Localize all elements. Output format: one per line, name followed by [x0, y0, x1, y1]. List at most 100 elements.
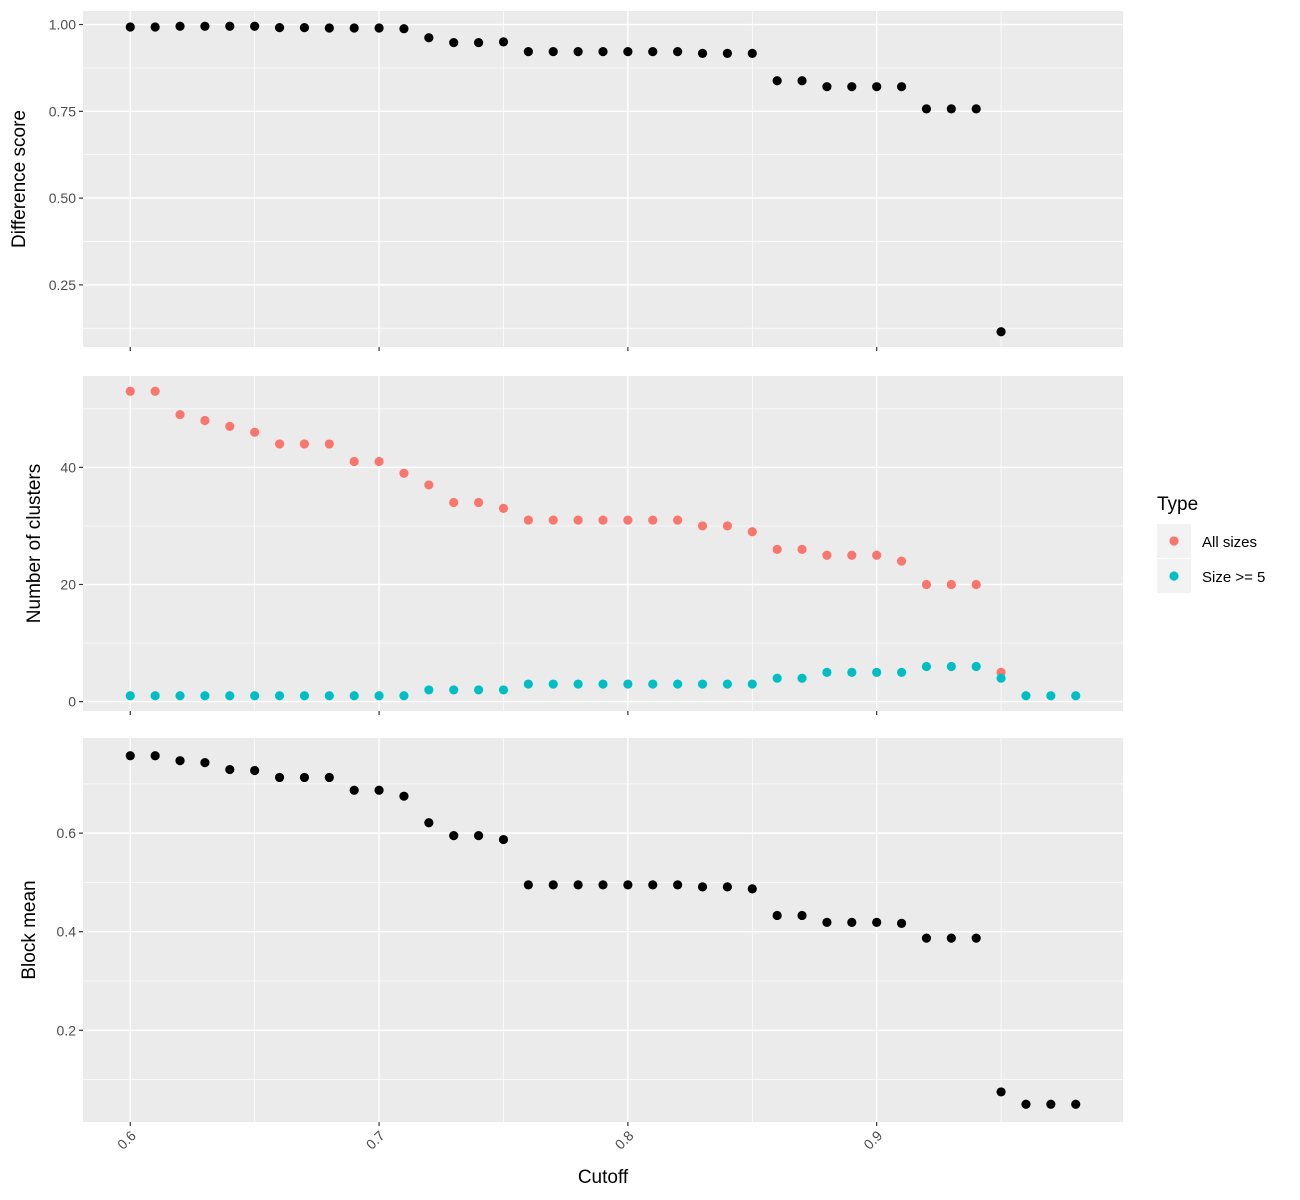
y-tick-label: 0.2	[57, 1022, 77, 1038]
y-tick-label: 0.50	[49, 190, 76, 206]
y-tick-label: 0.4	[57, 924, 77, 940]
data-point	[946, 579, 956, 590]
data-point	[548, 679, 558, 689]
panel-1: 0.25 0.50 0.75 1.00 Difference score	[9, 11, 1123, 351]
data-point	[872, 82, 882, 92]
data-point	[449, 685, 459, 695]
y-tick-label: 0.75	[49, 103, 76, 119]
data-point	[225, 691, 235, 701]
data-point	[573, 679, 583, 689]
data-point	[697, 882, 708, 892]
series-2	[125, 661, 1081, 701]
data-point	[274, 439, 285, 449]
data-point	[772, 673, 782, 683]
y-axis-title: Difference score	[9, 110, 30, 248]
data-point	[996, 327, 1006, 337]
data-point	[847, 550, 857, 560]
data-point	[399, 24, 409, 34]
data-point	[274, 691, 285, 701]
data-point	[150, 691, 160, 701]
data-point	[747, 48, 757, 58]
data-point	[747, 527, 757, 537]
data-point	[1046, 691, 1056, 701]
data-point	[722, 679, 733, 689]
data-point	[449, 497, 459, 508]
data-point	[175, 691, 185, 701]
data-point	[921, 104, 932, 114]
data-point	[473, 831, 484, 841]
data-point	[921, 933, 932, 943]
data-point	[200, 758, 210, 768]
y-tick-label: 0.6	[57, 825, 77, 841]
y-axis-title: Block mean	[19, 880, 40, 979]
legend-label: Size >= 5	[1202, 569, 1265, 586]
data-point	[971, 579, 981, 590]
data-point	[498, 503, 509, 513]
data-point	[896, 667, 907, 677]
data-point	[1021, 1099, 1031, 1109]
data-point	[125, 22, 135, 32]
y-tick-label: 40	[60, 459, 76, 475]
data-point	[424, 33, 434, 43]
data-point	[175, 756, 185, 766]
data-point	[1021, 691, 1031, 701]
data-point	[697, 679, 708, 689]
series-1	[125, 386, 1006, 677]
panel-3: 0.2 0.4 0.6 Block mean	[19, 738, 1123, 1126]
data-point	[473, 497, 484, 508]
data-point	[175, 21, 185, 31]
data-point	[349, 23, 359, 33]
data-point	[324, 23, 334, 33]
data-point	[673, 515, 683, 525]
data-point	[573, 515, 583, 525]
data-point	[822, 550, 832, 560]
data-point	[996, 1087, 1006, 1097]
data-point	[971, 661, 981, 672]
data-point	[996, 673, 1006, 683]
data-point	[896, 556, 907, 566]
legend-entry: Size >= 5	[1157, 559, 1265, 593]
panel-background	[83, 738, 1123, 1122]
legend: Type All sizes Size >= 5	[1157, 494, 1265, 593]
data-point	[772, 910, 782, 921]
data-point	[573, 47, 583, 57]
data-point	[822, 82, 832, 92]
data-point	[399, 791, 409, 801]
x-tick-label: 0.9	[860, 1127, 885, 1152]
data-point	[1071, 1099, 1081, 1109]
data-point	[847, 917, 857, 927]
data-point	[797, 76, 807, 86]
data-point	[498, 37, 509, 47]
data-point	[822, 917, 832, 927]
data-point	[797, 910, 807, 921]
data-point	[523, 515, 533, 525]
data-point	[548, 880, 558, 890]
data-point	[374, 23, 384, 33]
data-point	[896, 82, 907, 92]
data-point	[299, 772, 310, 783]
data-point	[697, 48, 708, 58]
data-point	[673, 47, 683, 57]
y-tick-label: 0	[68, 694, 76, 710]
data-point	[623, 515, 633, 525]
data-point	[374, 691, 384, 701]
data-point	[449, 831, 459, 841]
panel-background	[83, 11, 1123, 347]
data-point	[299, 691, 310, 701]
data-point	[200, 21, 210, 31]
data-point	[523, 880, 533, 890]
legend-label: All sizes	[1202, 534, 1257, 551]
data-point	[349, 456, 359, 467]
data-point	[250, 21, 260, 31]
data-point	[424, 685, 434, 695]
data-point	[573, 880, 583, 890]
data-point	[399, 691, 409, 701]
data-point	[921, 661, 932, 672]
data-point	[324, 772, 334, 783]
data-point	[946, 933, 956, 943]
data-point	[747, 884, 757, 894]
series-1	[125, 751, 1081, 1109]
data-point	[648, 515, 658, 525]
data-point	[772, 76, 782, 86]
